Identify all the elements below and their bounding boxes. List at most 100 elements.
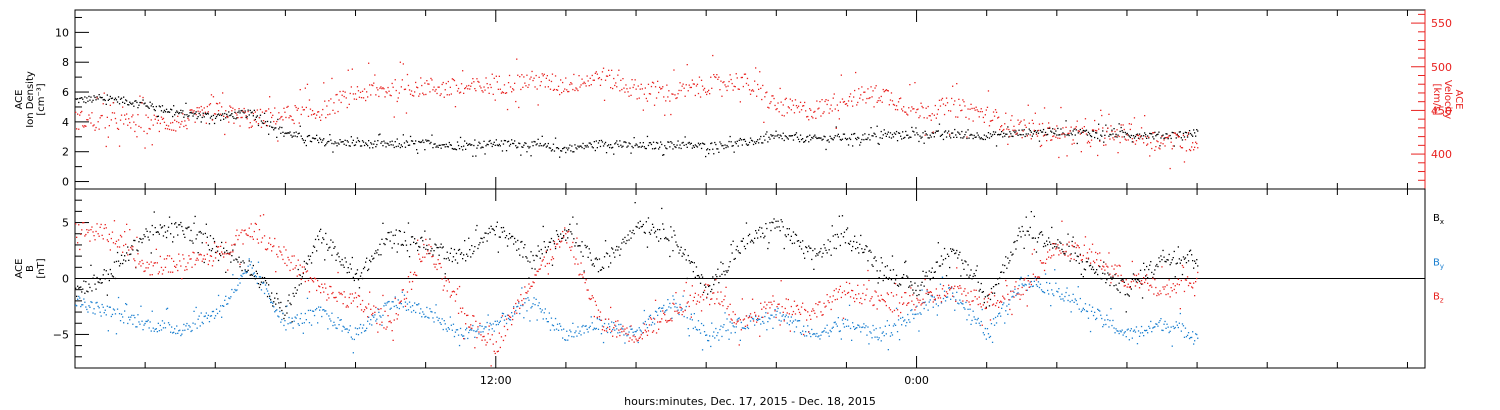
data-point [128, 118, 130, 120]
data-point [158, 233, 160, 235]
data-point [775, 130, 777, 132]
data-point [122, 101, 124, 103]
data-point [325, 144, 327, 146]
data-point [968, 118, 970, 120]
data-point [150, 119, 152, 121]
data-point [180, 265, 182, 267]
data-point [635, 330, 637, 333]
data-point [334, 141, 336, 143]
data-point [1188, 130, 1191, 132]
data-point [1170, 141, 1172, 143]
data-point [860, 94, 862, 96]
data-point [872, 90, 874, 92]
data-point [535, 74, 537, 77]
data-point [755, 230, 757, 232]
data-point [1091, 129, 1094, 131]
data-point [463, 92, 465, 94]
data-point [426, 140, 428, 142]
data-point [78, 101, 80, 104]
data-point [638, 327, 640, 329]
data-point [300, 283, 302, 285]
data-point [277, 140, 279, 142]
data-point [349, 92, 351, 95]
data-point [479, 325, 481, 327]
data-point [689, 86, 691, 89]
data-point [1098, 309, 1100, 311]
data-point [1077, 286, 1079, 288]
data-point [649, 233, 652, 235]
data-point [1003, 128, 1005, 131]
data-point [944, 104, 947, 107]
data-point [561, 237, 563, 240]
data-point [1195, 135, 1197, 137]
data-point [887, 131, 889, 133]
data-point [900, 135, 902, 137]
data-point [1092, 268, 1095, 271]
data-point [1025, 126, 1027, 128]
data-point [250, 112, 252, 114]
data-point [605, 152, 608, 154]
data-point [371, 255, 373, 257]
data-point [374, 311, 376, 313]
data-point [148, 263, 150, 265]
data-point [362, 311, 365, 313]
data-point [1017, 292, 1019, 294]
data-point [307, 115, 310, 117]
data-point [469, 326, 471, 328]
data-point [1088, 142, 1091, 144]
data-point [863, 139, 865, 141]
data-point [602, 145, 605, 147]
data-point [432, 147, 434, 149]
data-point [949, 287, 951, 289]
data-point [700, 147, 703, 150]
data-point [1096, 132, 1098, 134]
data-point [554, 137, 557, 139]
data-point [288, 132, 290, 134]
data-point [243, 107, 245, 110]
data-point [495, 324, 497, 326]
data-point [1129, 128, 1131, 131]
data-point [945, 275, 948, 277]
data-point [902, 276, 904, 279]
data-point [631, 145, 633, 148]
data-point [915, 313, 917, 315]
data-point [696, 275, 699, 277]
data-point [843, 133, 846, 135]
data-point [120, 313, 123, 315]
axis-title-line: ACE [1453, 90, 1464, 110]
data-point [1053, 243, 1055, 245]
data-point [293, 132, 295, 134]
data-point [572, 241, 574, 244]
data-point [971, 278, 973, 280]
data-point [845, 103, 848, 105]
data-point [592, 79, 594, 81]
data-point [302, 139, 304, 141]
data-point [439, 322, 441, 324]
data-point [694, 326, 696, 328]
data-point [742, 237, 744, 240]
data-point [792, 104, 795, 106]
data-point [531, 70, 533, 73]
data-point [504, 92, 507, 94]
data-point [125, 303, 127, 305]
data-point [160, 227, 163, 229]
data-point [643, 93, 645, 95]
data-point [922, 301, 924, 304]
data-point [710, 290, 712, 293]
data-point [439, 144, 441, 146]
data-point [1180, 259, 1182, 261]
data-point [630, 94, 632, 96]
data-point [443, 96, 445, 98]
data-point [612, 328, 614, 331]
data-point [154, 109, 156, 112]
data-point [287, 105, 289, 108]
data-point [863, 91, 865, 93]
data-point [875, 260, 877, 262]
data-point [390, 322, 392, 324]
data-point [569, 246, 571, 249]
data-point [129, 101, 131, 103]
data-point [1133, 137, 1136, 139]
data-point [1066, 155, 1068, 157]
data-point [317, 235, 319, 237]
